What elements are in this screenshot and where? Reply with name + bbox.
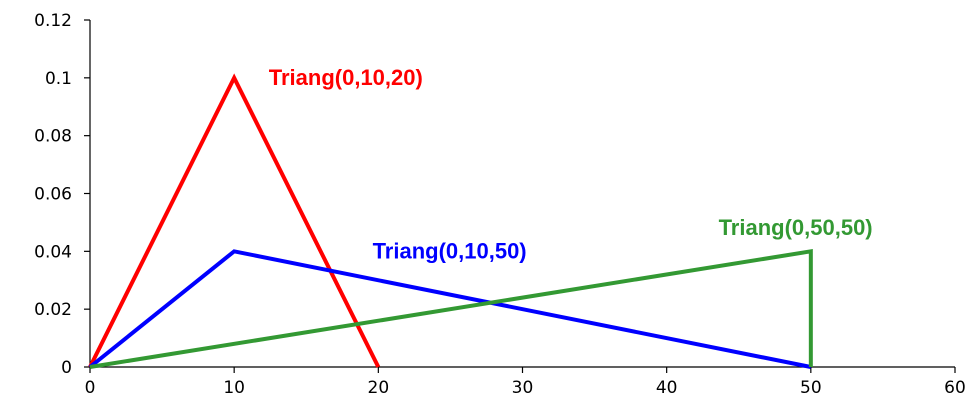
series-line-1 [88,73,381,368]
x-tick-label: 0 [85,378,96,398]
y-tick-label: 0.08 [34,127,72,147]
y-tick-label: 0 [61,358,72,378]
y-tick-label: 0.06 [34,185,72,205]
series-line-3 [89,248,813,369]
y-tick-label: 0.04 [34,242,72,262]
x-tick-label: 30 [512,378,534,398]
x-tick-label: 50 [800,378,822,398]
y-tick-label: 0.02 [34,300,72,320]
x-tick-label: 60 [944,378,966,398]
y-axis-ticks: 0 0.02 0.04 0.06 0.08 0.1 0.12 [34,11,90,378]
x-tick-label: 20 [368,378,390,398]
x-axis-ticks: 0 10 20 30 40 50 60 [85,367,966,398]
x-tick-label: 10 [223,378,245,398]
series-layer [88,73,813,369]
series-label-2: Triang(0,10,50) [373,238,527,263]
axes: 0 10 20 30 40 50 60 0 0.02 0.04 0.06 0.08 0.1 0.12 [34,11,966,398]
series-label-3: Triang(0,50,50) [719,215,873,240]
series-labels: Triang(0,10,20) Triang(0,10,50) Triang(0,5… [269,65,873,264]
series-label-1: Triang(0,10,20) [269,65,423,90]
y-tick-label: 0.1 [45,69,72,89]
x-tick-label: 40 [656,378,678,398]
series-line-2 [88,249,812,369]
y-tick-label: 0.12 [34,11,72,31]
